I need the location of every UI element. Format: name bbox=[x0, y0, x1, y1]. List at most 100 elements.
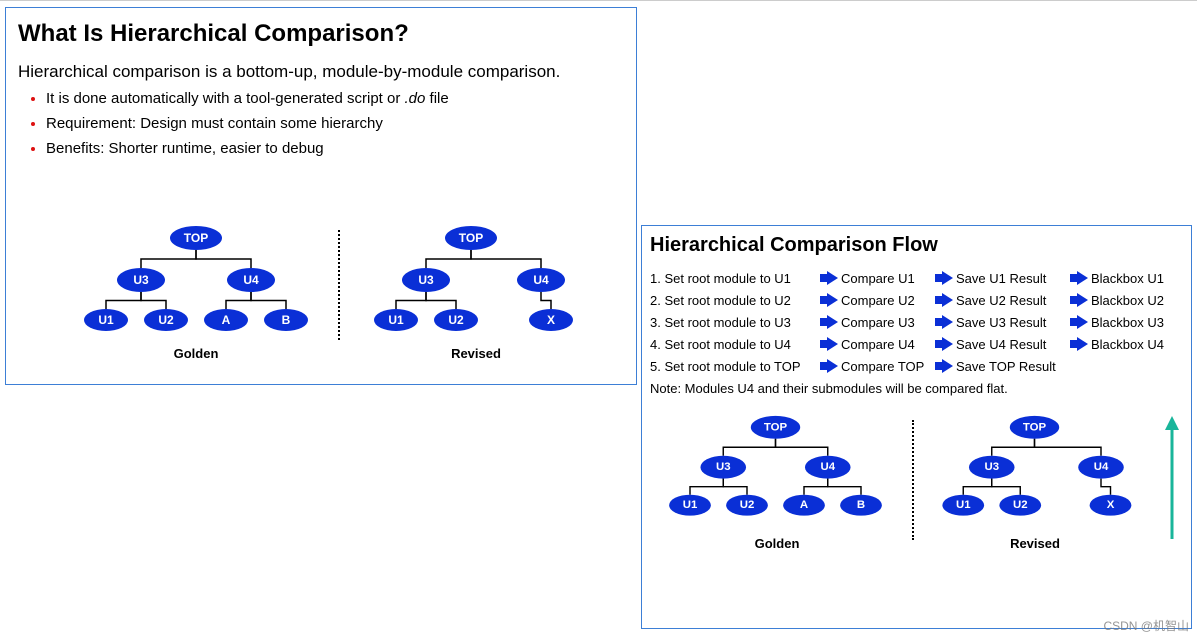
flow-step-4: 4. Set root module to U4 Compare U4 Save U… bbox=[650, 333, 1185, 355]
svg-text:U4: U4 bbox=[533, 273, 549, 287]
svg-text:B: B bbox=[282, 313, 291, 327]
svg-text:A: A bbox=[222, 313, 231, 327]
step-root: 3. Set root module to U3 bbox=[650, 315, 818, 330]
arrow-icon bbox=[820, 337, 838, 351]
svg-text:U3: U3 bbox=[716, 461, 731, 473]
tree-node-top: TOP bbox=[751, 416, 800, 439]
flow-note: Note: Modules U4 and their submodules wi… bbox=[650, 381, 1185, 396]
flow-steps: 1. Set root module to U1 Compare U1 Save U… bbox=[650, 267, 1185, 377]
svg-text:U2: U2 bbox=[448, 313, 464, 327]
tree-node-top: TOP bbox=[1010, 416, 1059, 439]
step-save: Save TOP Result bbox=[956, 359, 1068, 374]
step-save: Save U2 Result bbox=[956, 293, 1068, 308]
tree-node-u3: U3 bbox=[969, 456, 1015, 479]
tree-edge bbox=[141, 250, 196, 268]
tree-edge bbox=[226, 292, 251, 309]
label-revised-right: Revised bbox=[930, 536, 1140, 551]
tree-edge bbox=[471, 250, 541, 268]
tree-edge bbox=[992, 479, 1021, 495]
panel-flow: Hierarchical Comparison Flow 1. Set root… bbox=[641, 225, 1192, 629]
svg-text:X: X bbox=[547, 313, 555, 327]
tree-node-u4: U4 bbox=[517, 268, 565, 292]
tree-edge bbox=[426, 292, 456, 309]
step-compare: Compare U1 bbox=[841, 271, 933, 286]
flow-step-3: 3. Set root module to U3Compare U3Save U… bbox=[650, 311, 1185, 333]
svg-text:TOP: TOP bbox=[1023, 421, 1047, 433]
tree-revised-left: TOP U3 U4 U1 U2 X bbox=[361, 224, 591, 354]
svg-text:U4: U4 bbox=[243, 273, 259, 287]
up-arrow-icon bbox=[1162, 414, 1182, 544]
separator-right bbox=[912, 420, 914, 540]
step-compare: Compare U2 bbox=[841, 293, 933, 308]
svg-text:U1: U1 bbox=[98, 313, 114, 327]
right-trees: TOPU3U4U1U2AB TOPU3U4U1U2X Golden Revise… bbox=[652, 414, 1182, 590]
tree-edge bbox=[541, 292, 551, 309]
svg-text:U2: U2 bbox=[158, 313, 174, 327]
svg-text:U2: U2 bbox=[740, 499, 755, 511]
watermark: CSDN @机智山 bbox=[1103, 617, 1189, 634]
svg-text:A: A bbox=[800, 499, 808, 511]
left-subtitle: Hierarchical comparison is a bottom-up, … bbox=[18, 62, 624, 82]
tree-revised-right: TOPU3U4U1U2X bbox=[930, 414, 1160, 544]
tree-golden-right: TOPU3U4U1U2AB bbox=[652, 414, 902, 544]
arrow-icon bbox=[820, 271, 838, 285]
arrow-icon bbox=[935, 293, 953, 307]
label-revised-left: Revised bbox=[361, 346, 591, 361]
step-blackbox: Blackbox U1 bbox=[1091, 271, 1181, 286]
tree-edge bbox=[426, 250, 471, 268]
arrow-icon bbox=[935, 337, 953, 351]
svg-text:U4: U4 bbox=[820, 461, 835, 473]
tree-node-top: TOP bbox=[170, 226, 222, 250]
svg-text:TOP: TOP bbox=[764, 421, 788, 433]
step-root: 4. Set root module to U4 bbox=[650, 337, 818, 352]
step-root: 5. Set root module to TOP bbox=[650, 359, 818, 374]
tree-node-a: A bbox=[783, 495, 825, 516]
tree-edge bbox=[196, 250, 251, 268]
svg-text:U4: U4 bbox=[1094, 461, 1109, 473]
tree-edge bbox=[106, 292, 141, 309]
arrow-icon bbox=[1070, 315, 1088, 329]
step-compare: Compare TOP bbox=[841, 359, 933, 374]
svg-text:U1: U1 bbox=[388, 313, 404, 327]
svg-text:TOP: TOP bbox=[184, 231, 208, 245]
step-root: 1. Set root module to U1 bbox=[650, 271, 818, 286]
label-golden-left: Golden bbox=[66, 346, 326, 361]
tree-golden-left: TOPU3U4U1U2AB bbox=[66, 224, 326, 354]
step-blackbox: Blackbox U2 bbox=[1091, 293, 1181, 308]
arrow-icon bbox=[1070, 271, 1088, 285]
arrow-icon bbox=[820, 359, 838, 373]
flow-step-2: 2. Set root module to U2Compare U2Save U… bbox=[650, 289, 1185, 311]
tree-edge bbox=[1101, 479, 1111, 495]
tree-node-x: X bbox=[1090, 495, 1132, 516]
tree-edge bbox=[804, 479, 828, 495]
separator-left bbox=[338, 230, 340, 340]
svg-text:U3: U3 bbox=[984, 461, 999, 473]
tree-node-u4: U4 bbox=[227, 268, 275, 292]
tree-node-b: B bbox=[264, 309, 308, 331]
tree-edge bbox=[141, 292, 166, 309]
svg-text:X: X bbox=[1107, 499, 1115, 511]
bullet-2-text: Requirement: Design must contain some hi… bbox=[46, 115, 383, 132]
bullet-2: Requirement: Design must contain some hi… bbox=[46, 115, 624, 132]
tree-edge bbox=[828, 479, 861, 495]
bullet-1-post: file bbox=[425, 90, 448, 107]
arrow-icon bbox=[820, 293, 838, 307]
tree-node-b: B bbox=[840, 495, 882, 516]
left-bullets: It is done automatically with a tool-gen… bbox=[18, 90, 624, 157]
right-title: Hierarchical Comparison Flow bbox=[650, 234, 1185, 257]
bullet-3-text: Benefits: Shorter runtime, easier to deb… bbox=[46, 140, 324, 157]
tree-node-u3: U3 bbox=[700, 456, 746, 479]
step-compare: Compare U4 bbox=[841, 337, 933, 352]
label-golden-right: Golden bbox=[652, 536, 902, 551]
panel-what-is: What Is Hierarchical Comparison? Hierarc… bbox=[5, 7, 637, 385]
left-trees: TOP U3 U4 U1 U2 A B TOP U3 U4 U1 U2 X Golden Revise… bbox=[66, 224, 606, 382]
svg-text:U3: U3 bbox=[418, 273, 434, 287]
arrow-icon bbox=[1070, 293, 1088, 307]
tree-edge bbox=[776, 439, 828, 456]
step-save: Save U4 Result bbox=[956, 337, 1068, 352]
svg-text:U1: U1 bbox=[956, 499, 971, 511]
tree-node-u2: U2 bbox=[726, 495, 768, 516]
svg-text:TOP: TOP bbox=[459, 231, 483, 245]
tree-node-u1: U1 bbox=[84, 309, 128, 331]
tree-edge bbox=[723, 479, 747, 495]
